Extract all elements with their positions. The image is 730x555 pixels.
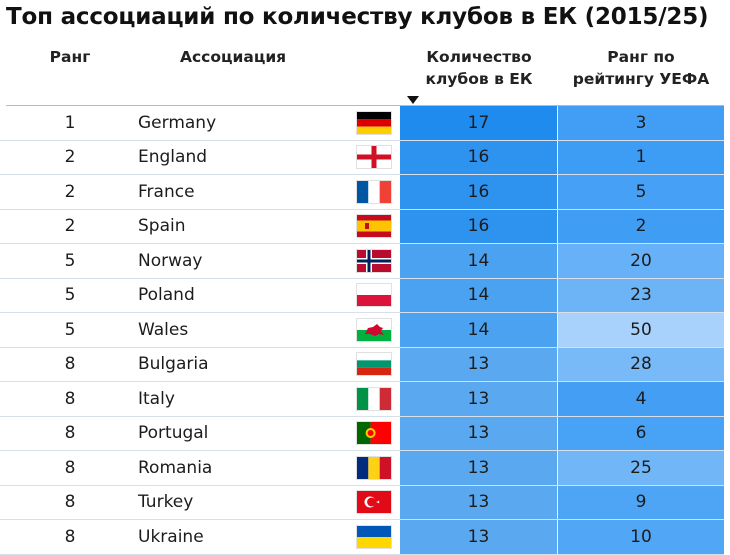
clubs-count-cell: 16 bbox=[400, 140, 558, 174]
ukraine-flag-icon bbox=[357, 525, 391, 548]
rank-cell: 2 bbox=[64, 181, 76, 202]
clubs-count-cell: 16 bbox=[400, 209, 558, 243]
flag-cell bbox=[357, 244, 391, 278]
turkey-flag-icon bbox=[357, 491, 391, 514]
uefa-rank-cell: 1 bbox=[558, 140, 724, 174]
association-cell: Bulgaria bbox=[138, 354, 209, 375]
rank-cell: 8 bbox=[64, 423, 76, 444]
uefa-rank-cell: 2 bbox=[558, 209, 724, 243]
rank-cell: 5 bbox=[64, 285, 76, 306]
column-header-uefa-rank[interactable]: Ранг по рейтингу УЕФА bbox=[572, 48, 710, 88]
association-cell: Italy bbox=[138, 388, 175, 409]
rank-cell: 8 bbox=[64, 526, 76, 547]
clubs-count-cell: 13 bbox=[400, 347, 558, 381]
flag-cell bbox=[357, 520, 391, 554]
table-row[interactable]: 8 Ukraine 13 10 bbox=[0, 520, 724, 555]
table-row[interactable]: 5 Wales 14 50 bbox=[0, 313, 724, 348]
flag-cell bbox=[357, 486, 391, 520]
uefa-rank-cell: 4 bbox=[558, 382, 724, 416]
association-cell: Germany bbox=[138, 112, 217, 133]
column-header-association[interactable]: Ассоциация bbox=[180, 48, 287, 66]
table-body: 1 Germany 17 3 2 England 16 1 2 France 16 5 2 Spain 16… bbox=[0, 106, 730, 555]
rank-cell: 2 bbox=[64, 216, 76, 237]
table-row[interactable]: 8 Romania 13 25 bbox=[0, 451, 724, 486]
spain-flag-icon bbox=[357, 215, 391, 238]
rank-cell: 8 bbox=[64, 457, 76, 478]
association-cell: Ukraine bbox=[138, 526, 204, 547]
clubs-count-cell: 13 bbox=[400, 485, 558, 519]
table-row[interactable]: 8 Italy 13 4 bbox=[0, 382, 724, 417]
uefa-rank-cell: 5 bbox=[558, 175, 724, 209]
table-row[interactable]: 1 Germany 17 3 bbox=[0, 106, 724, 141]
clubs-count-cell: 13 bbox=[400, 520, 558, 554]
clubs-count-cell: 13 bbox=[400, 382, 558, 416]
norway-flag-icon bbox=[357, 249, 391, 272]
association-cell: Portugal bbox=[138, 423, 209, 444]
bulgaria-flag-icon bbox=[357, 353, 391, 376]
clubs-count-cell: 16 bbox=[400, 175, 558, 209]
flag-cell bbox=[357, 417, 391, 451]
uefa-rank-cell: 20 bbox=[558, 244, 724, 278]
column-header-clubs-count[interactable]: Количество клубов в ЕК bbox=[425, 48, 533, 88]
association-cell: Poland bbox=[138, 285, 195, 306]
table-row[interactable]: 5 Norway 14 20 bbox=[0, 244, 724, 279]
italy-flag-icon bbox=[357, 387, 391, 410]
rank-cell: 8 bbox=[64, 388, 76, 409]
association-cell: Norway bbox=[138, 250, 203, 271]
table-row[interactable]: 8 Bulgaria 13 28 bbox=[0, 347, 724, 382]
uefa-rank-cell: 3 bbox=[558, 106, 724, 140]
association-cell: Turkey bbox=[138, 492, 194, 513]
romania-flag-icon bbox=[357, 456, 391, 479]
germany-flag-icon bbox=[357, 111, 391, 134]
clubs-count-cell: 13 bbox=[400, 416, 558, 450]
table-row[interactable]: 8 Portugal 13 6 bbox=[0, 416, 724, 451]
association-cell: France bbox=[138, 181, 195, 202]
table-row[interactable]: 8 Turkey 13 9 bbox=[0, 485, 724, 520]
uefa-rank-cell: 23 bbox=[558, 278, 724, 312]
column-header-rank[interactable]: Ранг bbox=[49, 48, 91, 66]
uefa-rank-cell: 6 bbox=[558, 416, 724, 450]
france-flag-icon bbox=[357, 180, 391, 203]
page-title: Топ ассоциаций по количеству клубов в ЕК… bbox=[6, 4, 709, 30]
flag-cell bbox=[357, 382, 391, 416]
flag-cell bbox=[357, 348, 391, 382]
clubs-count-cell: 13 bbox=[400, 451, 558, 485]
flag-cell bbox=[357, 313, 391, 347]
uefa-rank-cell: 9 bbox=[558, 485, 724, 519]
poland-flag-icon bbox=[357, 284, 391, 307]
rank-cell: 2 bbox=[64, 147, 76, 168]
wales-flag-icon bbox=[357, 318, 391, 341]
flag-cell bbox=[357, 451, 391, 485]
uefa-rank-cell: 50 bbox=[558, 313, 724, 347]
rank-cell: 5 bbox=[64, 250, 76, 271]
flag-cell bbox=[357, 106, 391, 140]
header-divider bbox=[6, 105, 724, 106]
clubs-count-cell: 17 bbox=[400, 106, 558, 140]
table-row[interactable]: 5 Poland 14 23 bbox=[0, 278, 724, 313]
rank-cell: 8 bbox=[64, 354, 76, 375]
table-row[interactable]: 2 France 16 5 bbox=[0, 175, 724, 210]
flag-cell bbox=[357, 141, 391, 175]
table-row[interactable]: 2 Spain 16 2 bbox=[0, 209, 724, 244]
clubs-count-cell: 14 bbox=[400, 313, 558, 347]
flag-cell bbox=[357, 175, 391, 209]
england-flag-icon bbox=[357, 146, 391, 169]
rank-cell: 5 bbox=[64, 319, 76, 340]
uefa-rank-cell: 25 bbox=[558, 451, 724, 485]
flag-cell bbox=[357, 279, 391, 313]
association-cell: Wales bbox=[138, 319, 189, 340]
flag-cell bbox=[357, 210, 391, 244]
clubs-count-cell: 14 bbox=[400, 244, 558, 278]
rank-cell: 8 bbox=[64, 492, 76, 513]
association-cell: Spain bbox=[138, 216, 186, 237]
portugal-flag-icon bbox=[357, 422, 391, 445]
clubs-count-cell: 14 bbox=[400, 278, 558, 312]
association-cell: Romania bbox=[138, 457, 213, 478]
uefa-rank-cell: 10 bbox=[558, 520, 724, 554]
rank-cell: 1 bbox=[64, 112, 76, 133]
uefa-rank-cell: 28 bbox=[558, 347, 724, 381]
table-row[interactable]: 2 England 16 1 bbox=[0, 140, 724, 175]
association-cell: England bbox=[138, 147, 208, 168]
sort-descending-icon[interactable] bbox=[407, 96, 419, 104]
